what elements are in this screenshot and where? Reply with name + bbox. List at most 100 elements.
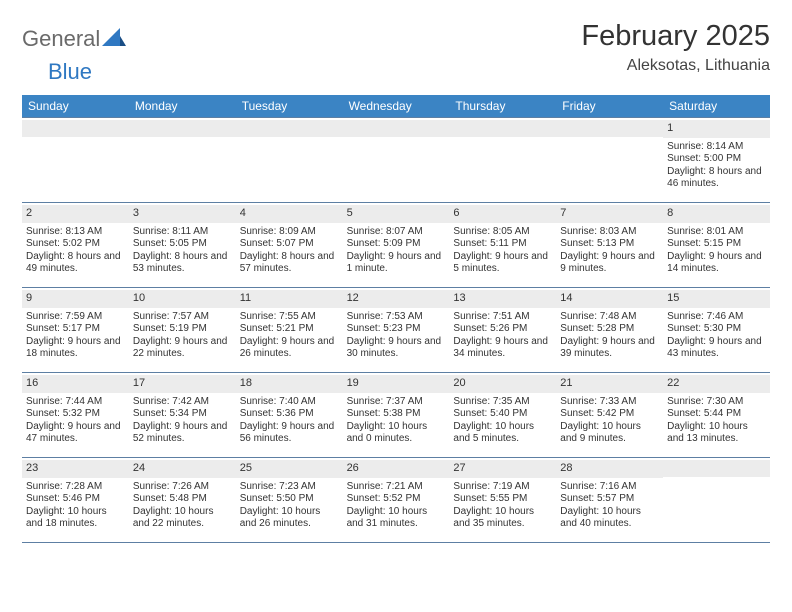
sunrise-line: Sunrise: 7:26 AM [133, 481, 232, 494]
daylight-line: Daylight: 10 hours and 35 minutes. [453, 506, 552, 531]
daylight-line: Daylight: 10 hours and 5 minutes. [453, 421, 552, 446]
sunset-line: Sunset: 5:40 PM [453, 408, 552, 421]
sunset-line: Sunset: 5:38 PM [347, 408, 446, 421]
day-cell: 20Sunrise: 7:35 AMSunset: 5:40 PMDayligh… [449, 373, 556, 457]
day-cell: 19Sunrise: 7:37 AMSunset: 5:38 PMDayligh… [343, 373, 450, 457]
sunset-line: Sunset: 5:02 PM [26, 238, 125, 251]
sunrise-line: Sunrise: 8:13 AM [26, 226, 125, 239]
day-cell: 14Sunrise: 7:48 AMSunset: 5:28 PMDayligh… [556, 288, 663, 372]
week-row: 16Sunrise: 7:44 AMSunset: 5:32 PMDayligh… [22, 372, 770, 457]
day-cell: 10Sunrise: 7:57 AMSunset: 5:19 PMDayligh… [129, 288, 236, 372]
calendar-bottom-border [22, 542, 770, 543]
empty-day-bar [236, 120, 343, 137]
day-cell: 23Sunrise: 7:28 AMSunset: 5:46 PMDayligh… [22, 458, 129, 542]
day-number: 23 [22, 460, 129, 478]
daylight-line: Daylight: 9 hours and 43 minutes. [667, 336, 766, 361]
sunrise-line: Sunrise: 7:48 AM [560, 311, 659, 324]
sunset-line: Sunset: 5:23 PM [347, 323, 446, 336]
dow-cell: Saturday [663, 95, 770, 117]
day-cell [663, 458, 770, 542]
week-row: 23Sunrise: 7:28 AMSunset: 5:46 PMDayligh… [22, 457, 770, 542]
day-cell: 4Sunrise: 8:09 AMSunset: 5:07 PMDaylight… [236, 203, 343, 287]
daylight-line: Daylight: 8 hours and 53 minutes. [133, 251, 232, 276]
brand-logo: General [22, 26, 128, 52]
sunrise-line: Sunrise: 8:03 AM [560, 226, 659, 239]
month-title: February 2025 [581, 20, 770, 53]
dow-cell: Friday [556, 95, 663, 117]
day-number: 26 [343, 460, 450, 478]
sunrise-line: Sunrise: 8:11 AM [133, 226, 232, 239]
dow-cell: Thursday [449, 95, 556, 117]
location-label: Aleksotas, Lithuania [581, 57, 770, 75]
empty-day-bar [663, 460, 770, 477]
sunset-line: Sunset: 5:11 PM [453, 238, 552, 251]
daylight-line: Daylight: 9 hours and 5 minutes. [453, 251, 552, 276]
day-number: 10 [129, 290, 236, 308]
sunrise-line: Sunrise: 7:59 AM [26, 311, 125, 324]
day-cell: 27Sunrise: 7:19 AMSunset: 5:55 PMDayligh… [449, 458, 556, 542]
day-cell: 9Sunrise: 7:59 AMSunset: 5:17 PMDaylight… [22, 288, 129, 372]
day-cell: 11Sunrise: 7:55 AMSunset: 5:21 PMDayligh… [236, 288, 343, 372]
empty-day-bar [449, 120, 556, 137]
daylight-line: Daylight: 9 hours and 34 minutes. [453, 336, 552, 361]
day-cell: 21Sunrise: 7:33 AMSunset: 5:42 PMDayligh… [556, 373, 663, 457]
day-cell [343, 118, 450, 202]
day-cell: 17Sunrise: 7:42 AMSunset: 5:34 PMDayligh… [129, 373, 236, 457]
day-number: 17 [129, 375, 236, 393]
day-number: 2 [22, 205, 129, 223]
day-number: 24 [129, 460, 236, 478]
brand-part1: General [22, 26, 100, 52]
sunset-line: Sunset: 5:44 PM [667, 408, 766, 421]
day-number: 7 [556, 205, 663, 223]
daylight-line: Daylight: 10 hours and 31 minutes. [347, 506, 446, 531]
dow-cell: Sunday [22, 95, 129, 117]
empty-day-bar [22, 120, 129, 137]
daylight-line: Daylight: 9 hours and 22 minutes. [133, 336, 232, 361]
daylight-line: Daylight: 9 hours and 18 minutes. [26, 336, 125, 361]
sunset-line: Sunset: 5:57 PM [560, 493, 659, 506]
sunset-line: Sunset: 5:13 PM [560, 238, 659, 251]
sunset-line: Sunset: 5:36 PM [240, 408, 339, 421]
empty-day-bar [556, 120, 663, 137]
daylight-line: Daylight: 9 hours and 47 minutes. [26, 421, 125, 446]
sunrise-line: Sunrise: 7:40 AM [240, 396, 339, 409]
daylight-line: Daylight: 9 hours and 26 minutes. [240, 336, 339, 361]
daylight-line: Daylight: 8 hours and 46 minutes. [667, 166, 766, 191]
daylight-line: Daylight: 10 hours and 22 minutes. [133, 506, 232, 531]
day-cell: 22Sunrise: 7:30 AMSunset: 5:44 PMDayligh… [663, 373, 770, 457]
dow-cell: Tuesday [236, 95, 343, 117]
sunset-line: Sunset: 5:48 PM [133, 493, 232, 506]
day-number: 28 [556, 460, 663, 478]
day-number: 19 [343, 375, 450, 393]
day-number: 11 [236, 290, 343, 308]
daylight-line: Daylight: 9 hours and 30 minutes. [347, 336, 446, 361]
sunrise-line: Sunrise: 7:42 AM [133, 396, 232, 409]
day-cell: 3Sunrise: 8:11 AMSunset: 5:05 PMDaylight… [129, 203, 236, 287]
sunrise-line: Sunrise: 7:44 AM [26, 396, 125, 409]
sunset-line: Sunset: 5:26 PM [453, 323, 552, 336]
sunrise-line: Sunrise: 8:09 AM [240, 226, 339, 239]
sunrise-line: Sunrise: 8:14 AM [667, 141, 766, 154]
sunset-line: Sunset: 5:00 PM [667, 153, 766, 166]
calendar-page: General February 2025 Aleksotas, Lithuan… [0, 0, 792, 563]
day-cell: 7Sunrise: 8:03 AMSunset: 5:13 PMDaylight… [556, 203, 663, 287]
day-cell: 2Sunrise: 8:13 AMSunset: 5:02 PMDaylight… [22, 203, 129, 287]
sunrise-line: Sunrise: 8:05 AM [453, 226, 552, 239]
daylight-line: Daylight: 10 hours and 0 minutes. [347, 421, 446, 446]
day-number: 27 [449, 460, 556, 478]
sunrise-line: Sunrise: 7:23 AM [240, 481, 339, 494]
day-cell: 12Sunrise: 7:53 AMSunset: 5:23 PMDayligh… [343, 288, 450, 372]
logo-sail-icon [102, 26, 126, 52]
daylight-line: Daylight: 10 hours and 13 minutes. [667, 421, 766, 446]
sunset-line: Sunset: 5:32 PM [26, 408, 125, 421]
day-number: 8 [663, 205, 770, 223]
sunset-line: Sunset: 5:46 PM [26, 493, 125, 506]
sunrise-line: Sunrise: 8:01 AM [667, 226, 766, 239]
day-cell [129, 118, 236, 202]
sunset-line: Sunset: 5:50 PM [240, 493, 339, 506]
empty-day-bar [343, 120, 450, 137]
day-number: 15 [663, 290, 770, 308]
day-number: 20 [449, 375, 556, 393]
day-number: 21 [556, 375, 663, 393]
sunrise-line: Sunrise: 7:16 AM [560, 481, 659, 494]
